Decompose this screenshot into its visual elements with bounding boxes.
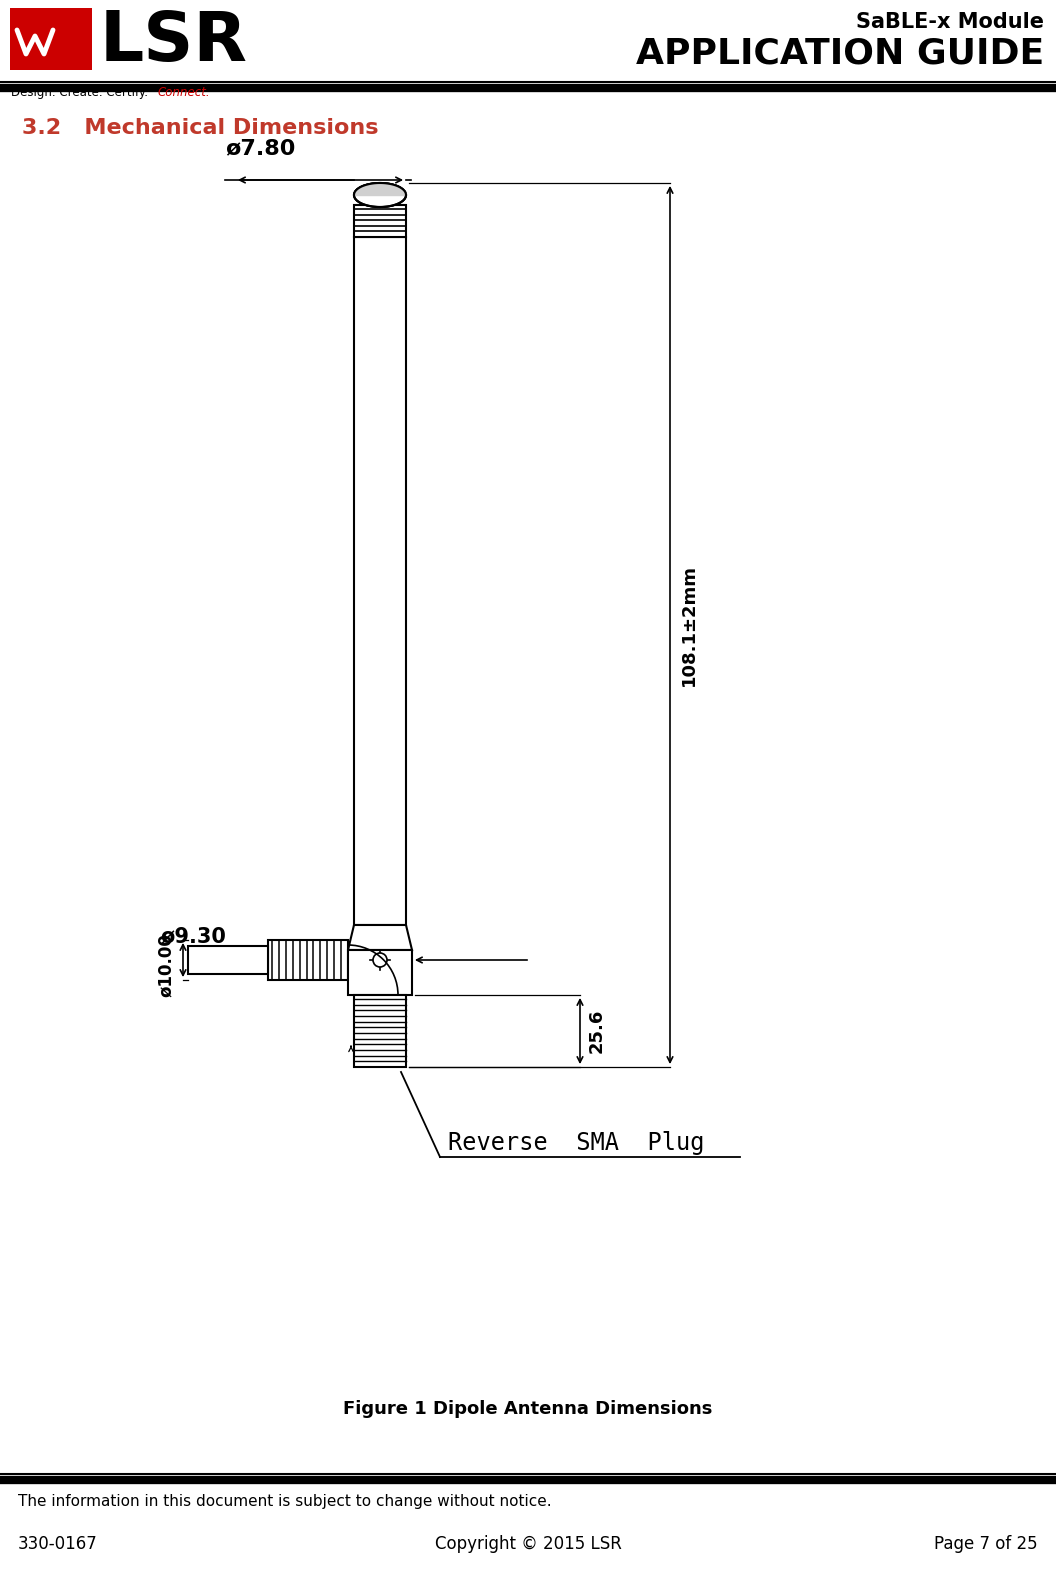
Bar <box>348 949 412 995</box>
Bar <box>188 946 268 975</box>
Ellipse shape <box>354 183 406 207</box>
Text: ø10.00: ø10.00 <box>157 934 175 997</box>
Ellipse shape <box>354 183 406 207</box>
Text: Figure 1 Dipole Antenna Dimensions: Figure 1 Dipole Antenna Dimensions <box>343 1400 713 1418</box>
Text: Design. Create. Certify.: Design. Create. Certify. <box>11 87 152 99</box>
Bar <box>354 205 406 237</box>
Text: Page 7 of 25: Page 7 of 25 <box>935 1534 1038 1553</box>
Bar <box>10 8 92 69</box>
Text: ø9.30: ø9.30 <box>161 926 226 946</box>
Text: 25.6: 25.6 <box>588 1009 606 1053</box>
Text: Reverse  SMA  Plug: Reverse SMA Plug <box>448 1131 704 1154</box>
Text: SaBLE-x Module: SaBLE-x Module <box>856 13 1044 32</box>
Text: APPLICATION GUIDE: APPLICATION GUIDE <box>636 36 1044 69</box>
Text: The information in this document is subject to change without notice.: The information in this document is subj… <box>18 1493 551 1509</box>
Bar <box>268 940 348 979</box>
Bar <box>354 995 406 1068</box>
Text: Copyright © 2015 LSR: Copyright © 2015 LSR <box>435 1534 621 1553</box>
Polygon shape <box>348 926 412 949</box>
Circle shape <box>373 953 386 967</box>
Bar <box>354 237 406 926</box>
Text: LSR: LSR <box>100 8 248 74</box>
Text: 90°: 90° <box>363 1020 395 1039</box>
Text: ø7.80: ø7.80 <box>225 139 296 158</box>
Text: Connect.: Connect. <box>158 87 210 99</box>
Text: 108.1±2mm: 108.1±2mm <box>680 565 698 686</box>
Text: 330-0167: 330-0167 <box>18 1534 98 1553</box>
Text: 3.2   Mechanical Dimensions: 3.2 Mechanical Dimensions <box>22 118 378 139</box>
